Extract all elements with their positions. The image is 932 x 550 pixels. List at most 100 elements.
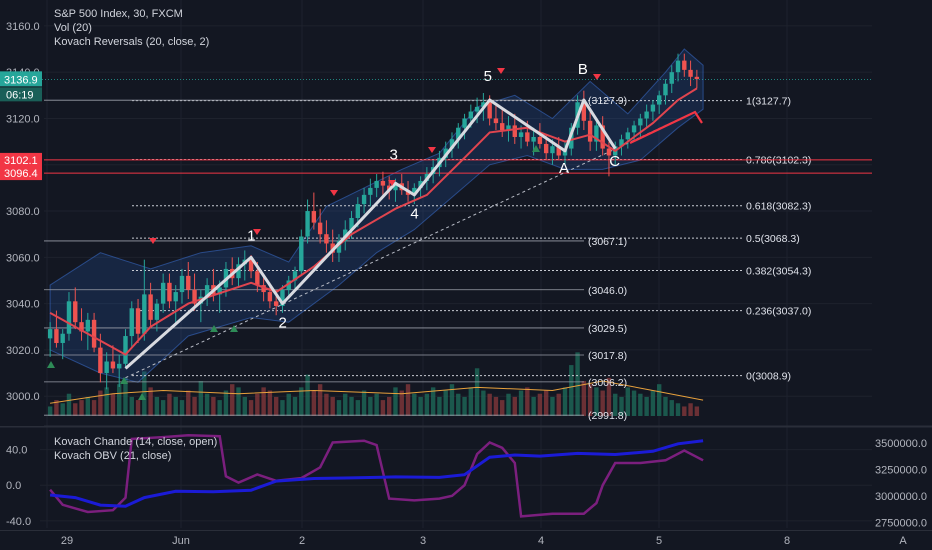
candle-body [299,236,304,272]
price-tick-label: 3060.0 [6,252,40,264]
candle-body [556,146,561,156]
candle-body [537,136,543,144]
volume-bar [449,384,455,416]
candle-body [518,132,524,137]
volume-bar [418,396,423,416]
candle-body [73,301,78,323]
oscillator-pane[interactable]: Kovach Chande (14, close, open) Kovach OB… [40,434,872,522]
price-tag-label: 3102.1 [4,155,38,167]
volume-bar [91,400,97,416]
volume-bar [531,396,536,416]
candle-body [506,125,511,131]
candle-body [248,259,254,272]
volume-bar [619,396,624,416]
candle-body [292,271,298,281]
candle [186,261,191,300]
volume-bar [543,390,549,416]
candle-body [638,118,643,126]
volume-bar [273,396,279,416]
oscillator-axis-right[interactable]: 3500000.0 3250000.0 3000000.0 2750000.0 [875,438,927,530]
wave-label: C [609,153,620,170]
reversal-down-arrow [149,238,157,244]
volume-bar [104,387,109,416]
volume-bar [437,396,442,416]
candle-body [663,83,668,96]
oscillator-axis-left[interactable]: 40.0 0.0 -40.0 [6,445,31,528]
volume-bar [336,400,342,416]
volume-bar [66,393,72,416]
time-tick-label: Jun [172,535,190,547]
candle [374,174,379,198]
candle-body [54,329,59,343]
obv-tick-label: 3250000.0 [875,464,927,476]
price-axis-left[interactable]: 3000.03020.03040.03060.03080.03100.03120… [0,0,44,426]
candle [663,79,668,105]
candle [305,199,310,244]
volume-bars [47,352,700,416]
candle-body [261,285,266,293]
reversal-down-arrow [497,68,505,74]
candle [368,178,373,207]
candle [311,192,317,230]
volume-bar [682,406,687,416]
candle [317,208,323,244]
volume-bar [211,396,216,416]
candle-body [462,118,467,128]
reversal-up-arrow [230,325,238,332]
obv-tick-label: 2750000.0 [875,518,927,530]
time-axis[interactable]: 29 Jun 2 3 4 5 8 A [61,535,907,547]
volume-bar [405,384,411,416]
candle-body [368,187,373,195]
candle [493,104,499,131]
candle-body [179,275,185,293]
fib-level-label: 0.5(3068.3) [746,233,800,245]
volume-bar [581,381,587,416]
price-level-label: (3029.5) [588,323,627,335]
volume-bar [179,400,185,416]
candle [98,333,103,383]
reversal-up-arrow [138,393,146,400]
candle-body [217,287,222,295]
volume-bar [110,393,116,416]
trend-line[interactable] [125,113,691,379]
fib-level-label: 0(3008.9) [746,371,791,383]
price-tick-label: 3080.0 [6,206,40,218]
volume-bar [186,390,191,416]
volume-bar [54,400,59,416]
candle-body [481,102,486,107]
candle-body [694,76,700,80]
volume-bar [569,365,574,416]
volume-bar [456,393,461,416]
volume-bar [242,396,247,416]
volume-bar [493,396,499,416]
candle-body [336,241,342,253]
candle-body [255,271,260,286]
time-tick-label: A [899,535,907,547]
support-levels[interactable] [0,159,872,174]
kovach-chande-line [49,434,704,518]
reversal-up-arrow [120,377,128,384]
candle [537,123,543,149]
candle [236,257,241,288]
candle-body [280,289,285,306]
red-arrow [629,110,703,144]
candle [361,187,367,214]
volume-bar [650,390,656,416]
last-price-tag [0,71,42,87]
volume-bar [286,393,291,416]
candle-body [91,319,97,348]
price-legend: S&P 500 Index, 30, FXCM Vol (20) Kovach Re… [54,8,209,48]
volume-bar [393,387,398,416]
volume-bar [694,406,700,416]
candle [173,285,178,325]
price-levels[interactable]: (3127.9) (3067.1) (3046.0) (3029.5) (3017.8)… [44,95,627,422]
price-pane[interactable]: 1(3127.7) 0.786(3102.3) 0.618(3082.3) 0.5(3… [0,0,872,528]
price-grid [40,0,872,528]
volume-bar [267,390,273,416]
fib-level-label: 1(3127.7) [746,96,791,108]
candle-body [606,148,612,156]
volume-bar [537,393,543,416]
elliott-wave-path[interactable] [124,98,617,370]
